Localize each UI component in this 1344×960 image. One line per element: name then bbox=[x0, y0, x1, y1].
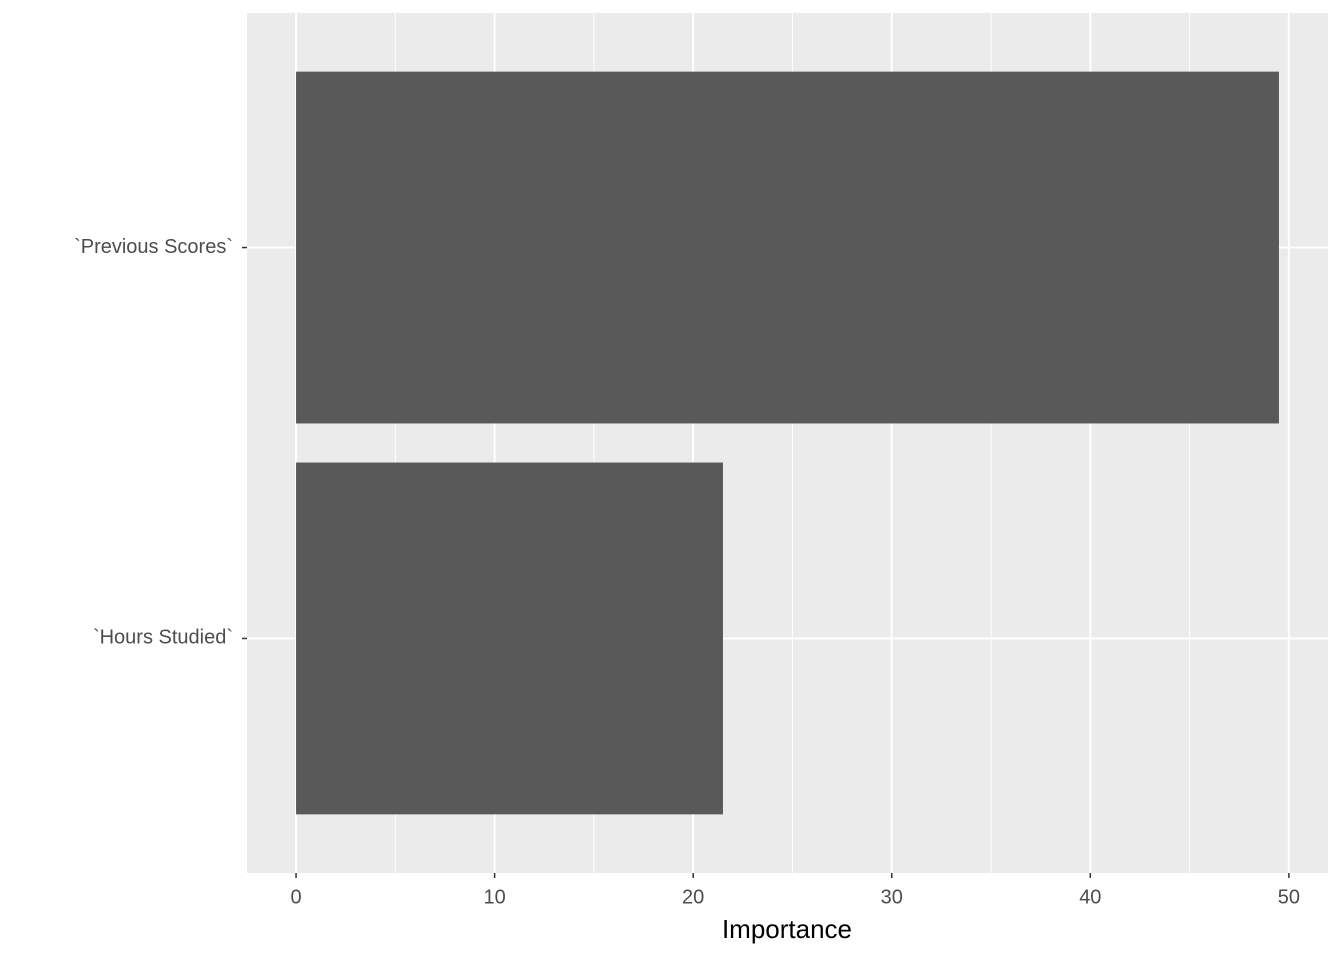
marks bbox=[296, 71, 1279, 815]
x-tick-label: 0 bbox=[290, 886, 301, 908]
x-tick-label: 10 bbox=[483, 886, 505, 908]
y-tick-label: `Hours Studied` bbox=[93, 627, 233, 649]
x-tick-label: 40 bbox=[1079, 886, 1101, 908]
x-tick-label: 50 bbox=[1278, 886, 1300, 908]
x-tick-label: 30 bbox=[881, 886, 903, 908]
bar bbox=[296, 462, 723, 815]
x-tick-label: 20 bbox=[682, 886, 704, 908]
y-tick-label: `Previous Scores` bbox=[74, 236, 233, 258]
x-axis-title: Importance bbox=[722, 914, 852, 944]
bar bbox=[296, 71, 1279, 424]
